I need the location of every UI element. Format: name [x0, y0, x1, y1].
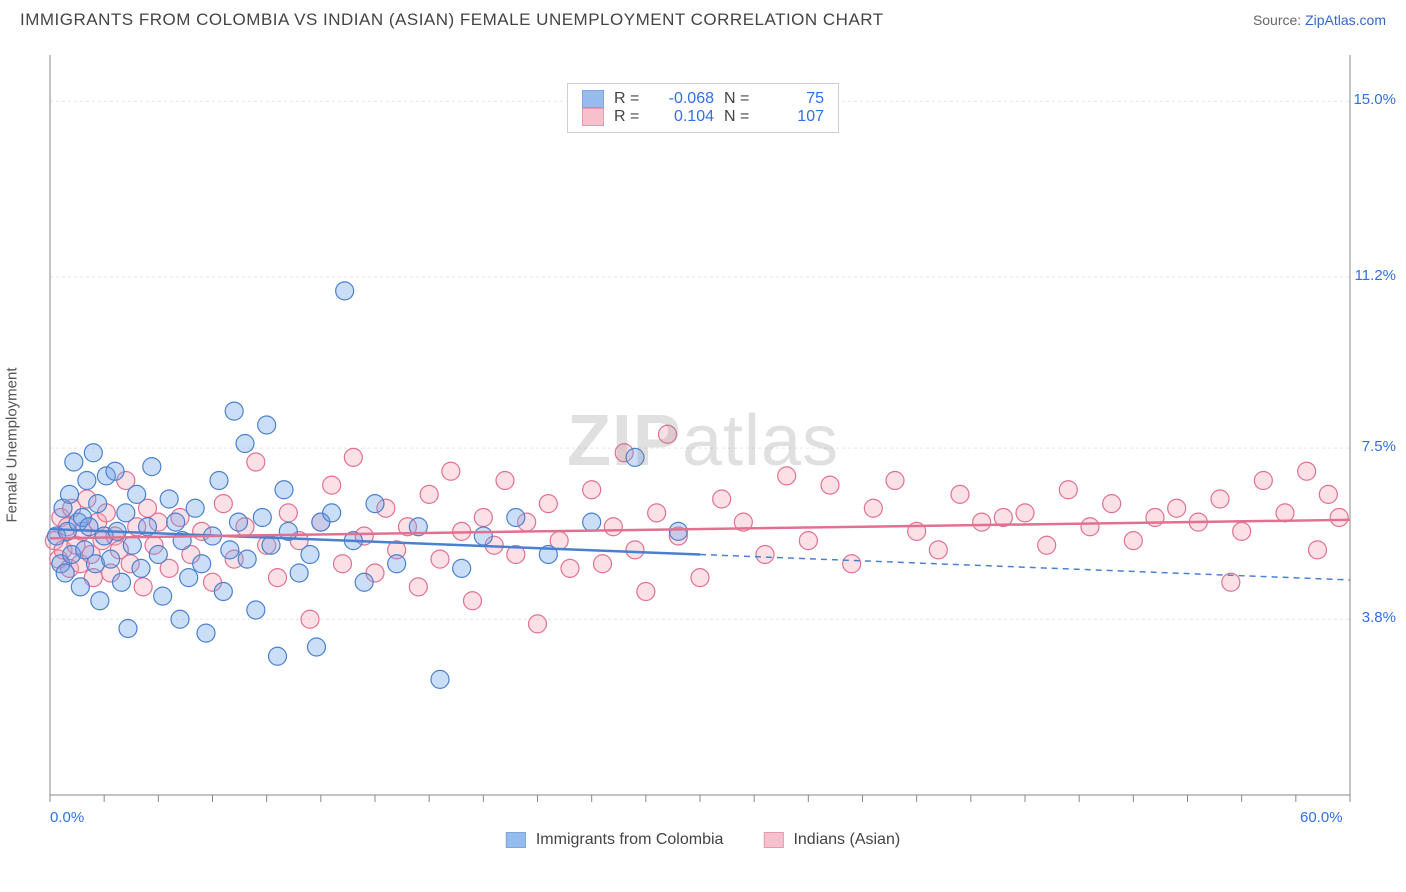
source-label: Source: [1253, 12, 1301, 28]
legend-series-name-1: Indians (Asian) [793, 831, 900, 849]
y-axis-label: Female Unemployment [4, 367, 21, 522]
chart-area: Female Unemployment ZIPatlas R = -0.068 … [0, 35, 1406, 855]
y-tick-label: 7.5% [1362, 438, 1396, 455]
legend-item-0: Immigrants from Colombia [506, 831, 724, 849]
y-tick-label: 15.0% [1353, 91, 1396, 108]
legend-n-value-1: 107 [764, 108, 824, 126]
scatter-chart [0, 35, 1406, 855]
x-tick-label: 0.0% [50, 809, 84, 826]
chart-title: IMMIGRANTS FROM COLOMBIA VS INDIAN (ASIA… [20, 10, 884, 30]
legend-n-label-0: N = [724, 90, 754, 108]
legend-series-name-0: Immigrants from Colombia [536, 831, 724, 849]
source-link[interactable]: ZipAtlas.com [1305, 12, 1386, 28]
legend-bottom-swatch-1 [763, 832, 783, 848]
chart-header: IMMIGRANTS FROM COLOMBIA VS INDIAN (ASIA… [0, 0, 1406, 35]
correlation-legend: R = -0.068 N = 75 R = 0.104 N = 107 [567, 83, 839, 133]
series-legend: Immigrants from Colombia Indians (Asian) [506, 831, 900, 849]
legend-item-1: Indians (Asian) [763, 831, 900, 849]
legend-row-0: R = -0.068 N = 75 [582, 90, 824, 108]
legend-bottom-swatch-0 [506, 832, 526, 848]
legend-r-value-0: -0.068 [654, 90, 714, 108]
x-tick-label: 60.0% [1300, 809, 1343, 826]
legend-r-label-0: R = [614, 90, 644, 108]
legend-n-label-1: N = [724, 108, 754, 126]
legend-r-value-1: 0.104 [654, 108, 714, 126]
legend-row-1: R = 0.104 N = 107 [582, 108, 824, 126]
legend-swatch-0 [582, 90, 604, 108]
chart-source: Source: ZipAtlas.com [1253, 12, 1386, 28]
legend-r-label-1: R = [614, 108, 644, 126]
y-tick-label: 3.8% [1362, 609, 1396, 626]
legend-n-value-0: 75 [764, 90, 824, 108]
y-tick-label: 11.2% [1355, 267, 1396, 284]
legend-swatch-1 [582, 108, 604, 126]
